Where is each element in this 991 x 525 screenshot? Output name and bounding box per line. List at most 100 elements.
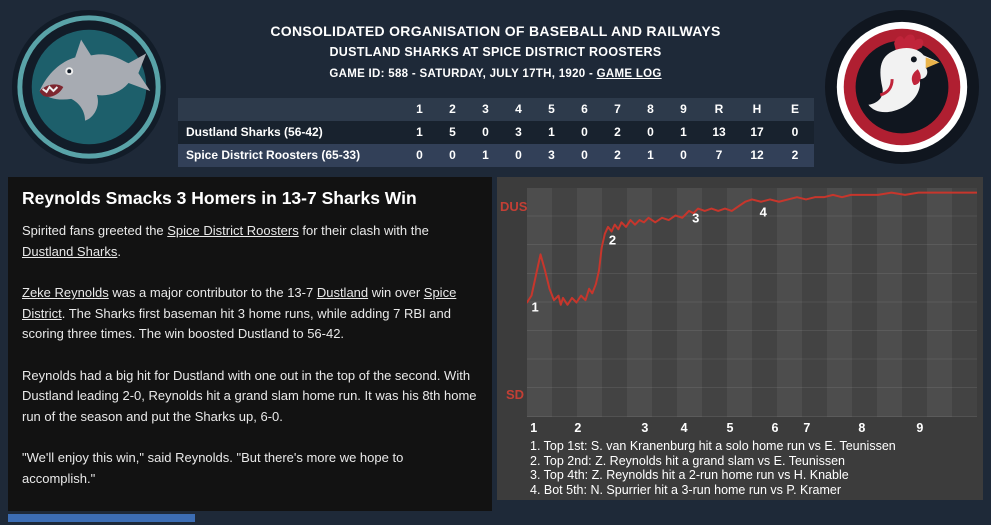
linescore-team-header bbox=[178, 98, 403, 121]
inning-score: 1 bbox=[548, 125, 555, 139]
win-probability-panel: 1 2 3 4 DUS SD 1 2 3 4 5 6 7 8 9 1. Top 1st: S. van… bbox=[497, 177, 983, 500]
shark-teeth bbox=[41, 85, 59, 94]
inning-label: 1 bbox=[530, 421, 538, 435]
inning-axis: 1 2 3 4 5 6 7 8 9 bbox=[527, 421, 977, 437]
inning-score: 3 bbox=[515, 125, 522, 139]
chart-annotation-4: 4 bbox=[759, 204, 767, 220]
inning-score: 0 bbox=[647, 125, 654, 139]
rooster-head bbox=[868, 48, 938, 113]
inning-score: 0 bbox=[449, 148, 456, 162]
inning-score: 1 bbox=[416, 125, 423, 139]
player-team-link[interactable]: Dustland bbox=[316, 285, 369, 300]
inning-header: 1 bbox=[416, 102, 423, 116]
key-play-item: 1. Top 1st: S. van Kranenburg hit a solo… bbox=[530, 439, 896, 453]
win-probability-plot: 1 2 3 4 bbox=[527, 188, 977, 417]
article-text: win over bbox=[368, 285, 424, 300]
inning-header: 2 bbox=[449, 102, 456, 116]
sharks-logo-ring bbox=[17, 15, 161, 159]
inning-score: 0 bbox=[581, 148, 588, 162]
inning-score: 0 bbox=[680, 148, 687, 162]
article-paragraph: Spirited fans greeted the Spice District… bbox=[22, 221, 478, 262]
linescore-home-row: Spice District Roosters (65-33) 0 0 1 0 3 0 2 1 0… bbox=[178, 144, 814, 167]
article-headline: Reynolds Smacks 3 Homers in 13-7 Sharks … bbox=[22, 188, 417, 208]
inning-header: 5 bbox=[548, 102, 555, 116]
inning-score: 0 bbox=[482, 125, 489, 139]
inning-label: 2 bbox=[574, 421, 582, 435]
key-play-item: 4. Bot 5th: N. Spurrier hit a 3-run home… bbox=[530, 482, 842, 497]
total-header: R bbox=[714, 102, 724, 116]
shark-body bbox=[39, 39, 151, 121]
game-recap-article: Reynolds Smacks 3 Homers in 13-7 Sharks … bbox=[8, 177, 492, 511]
total-header: H bbox=[752, 102, 762, 116]
inning-score: 0 bbox=[581, 125, 588, 139]
inning-label: 8 bbox=[858, 421, 866, 435]
article-paragraph: Reynolds had a big hit for Dustland with… bbox=[22, 366, 478, 428]
key-play-item: 3. Top 4th: Z. Reynolds hit a 2-run home… bbox=[530, 468, 849, 483]
game-info-text: GAME ID: 588 - SATURDAY, JULY 17TH, 1920… bbox=[329, 68, 597, 80]
inning-score: 1 bbox=[482, 148, 489, 162]
article-text: for their clash with the bbox=[298, 223, 429, 238]
inning-score: 0 bbox=[515, 148, 522, 162]
chart-annotation-3: 3 bbox=[692, 210, 700, 226]
inning-header: 7 bbox=[614, 102, 621, 116]
total-score: 13 bbox=[712, 125, 726, 139]
article-text: . bbox=[117, 243, 122, 259]
key-play-item: 2. Top 2nd: Z. Reynolds hit a grand slam… bbox=[530, 453, 845, 468]
article-paragraph: Zeke Reynolds was a major contributor to… bbox=[22, 283, 478, 345]
inning-label: 9 bbox=[916, 421, 924, 435]
inning-header: 9 bbox=[680, 102, 687, 116]
player-team-link[interactable]: Dustland Sharks bbox=[22, 243, 118, 259]
horizontal-scrollbar-thumb[interactable] bbox=[8, 514, 195, 522]
player-team-link[interactable]: Spice District bbox=[22, 285, 457, 321]
game-log-link[interactable]: GAME LOG bbox=[596, 68, 662, 80]
sharks-logo-graphic bbox=[11, 9, 167, 165]
inning-score: 1 bbox=[680, 125, 687, 139]
game-info-line: GAME ID: 588 - SATURDAY, JULY 17TH, 1920… bbox=[175, 68, 816, 80]
inning-score: 5 bbox=[449, 125, 456, 139]
inning-label: 7 bbox=[803, 421, 811, 435]
dustland-sharks-logo[interactable] bbox=[10, 8, 168, 166]
win-probability-chart bbox=[527, 188, 977, 417]
inning-label: 3 bbox=[641, 421, 649, 435]
spice-district-roosters-logo[interactable] bbox=[823, 8, 981, 166]
rooster-beak bbox=[925, 57, 940, 69]
inning-header: 8 bbox=[647, 102, 654, 116]
article-text: "We'll enjoy this win," said Reynolds. "… bbox=[22, 450, 404, 486]
player-team-link[interactable]: Zeke Reynolds bbox=[22, 285, 109, 300]
linescore-header-row: 1 2 3 4 5 6 7 8 9 R H E bbox=[178, 98, 814, 121]
game-header: CONSOLIDATED ORGANISATION OF BASEBALL AN… bbox=[175, 0, 816, 100]
total-score: 7 bbox=[715, 148, 723, 162]
total-score: 12 bbox=[750, 148, 764, 162]
inning-label: 6 bbox=[771, 421, 779, 435]
inning-header: 6 bbox=[581, 102, 588, 116]
team-name[interactable]: Spice District Roosters (65-33) bbox=[186, 148, 361, 162]
article-paragraph: "We'll enjoy this win," said Reynolds. "… bbox=[22, 448, 478, 489]
total-header: E bbox=[790, 102, 799, 116]
total-score: 2 bbox=[791, 148, 799, 162]
total-score: 17 bbox=[750, 125, 764, 139]
win-probability-line bbox=[527, 193, 977, 305]
article-body: Spirited fans greeted the Spice District… bbox=[22, 221, 478, 489]
article-text: Reynolds had a big hit for Dustland with… bbox=[22, 367, 477, 424]
shark-pupil bbox=[67, 69, 72, 74]
away-team-axis-label: DUS bbox=[500, 199, 528, 214]
total-score: 0 bbox=[791, 125, 799, 139]
inning-score: 1 bbox=[647, 148, 654, 162]
team-name[interactable]: Dustland Sharks (56-42) bbox=[186, 125, 323, 139]
rooster-wattle bbox=[911, 69, 921, 86]
inning-label: 4 bbox=[680, 421, 688, 435]
chart-annotation-1: 1 bbox=[531, 299, 539, 315]
rooster-feather-detail bbox=[879, 79, 894, 97]
key-plays-list: 1. Top 1st: S. van Kranenburg hit a solo… bbox=[530, 439, 975, 497]
matchup-title: DUSTLAND SHARKS AT SPICE DISTRICT ROOSTE… bbox=[329, 45, 662, 59]
inning-score: 2 bbox=[614, 125, 621, 139]
article-text: Spirited fans greeted the bbox=[22, 223, 168, 238]
inning-label: 5 bbox=[726, 421, 734, 435]
inning-score: 0 bbox=[416, 148, 423, 162]
inning-score: 2 bbox=[614, 148, 621, 162]
player-team-link[interactable]: Spice District Roosters bbox=[167, 223, 299, 238]
inning-score: 3 bbox=[548, 148, 555, 162]
league-title: CONSOLIDATED ORGANISATION OF BASEBALL AN… bbox=[270, 23, 721, 39]
